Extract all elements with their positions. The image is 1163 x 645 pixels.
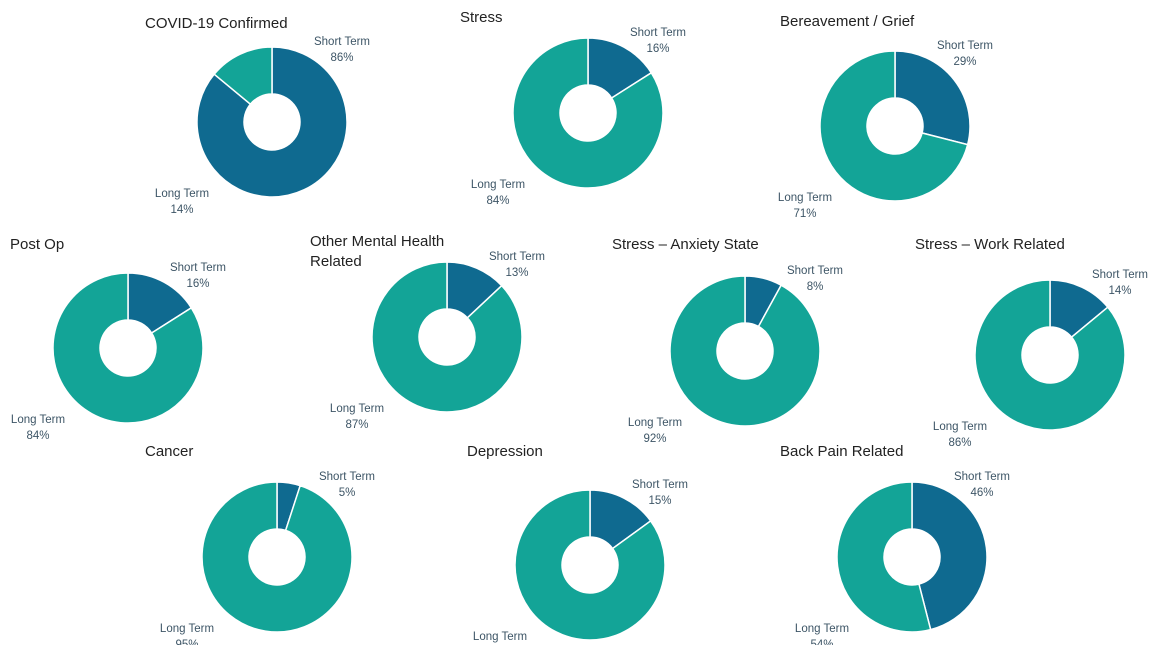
slice-value: 86%: [948, 437, 971, 449]
slice-value: 46%: [970, 487, 993, 499]
slice-value: 16%: [646, 43, 669, 55]
slice-value: 84%: [26, 430, 49, 442]
donut-slice: [974, 279, 1126, 431]
donut-slice: [371, 261, 523, 413]
slice-value: 5%: [339, 487, 356, 499]
slice-value: 8%: [807, 281, 824, 293]
slice-label: Long Term: [933, 421, 987, 433]
slice-label: Short Term: [170, 262, 226, 274]
donut-slice: [196, 46, 348, 198]
slice-value: 14%: [1108, 285, 1131, 297]
chart-title: Stress: [460, 9, 503, 26]
slice-value: 15%: [648, 495, 671, 507]
donut-slice: [894, 50, 971, 146]
chart-title: Bereavement / Grief: [780, 13, 915, 30]
donut-slice: [514, 489, 666, 641]
slice-label: Short Term: [937, 40, 993, 52]
chart-title: Stress – Work Related: [915, 236, 1065, 253]
donut-slice: [201, 481, 353, 633]
slice-value: 95%: [175, 639, 198, 645]
donut-slice: [819, 50, 969, 202]
slice-value: 92%: [643, 433, 666, 445]
slice-label: Short Term: [319, 471, 375, 483]
slice-value: 86%: [330, 52, 353, 64]
chart-title: Depression: [467, 443, 543, 460]
slice-label: Short Term: [630, 27, 686, 39]
slice-value: 29%: [953, 56, 976, 68]
slice-label: Long Term: [160, 623, 214, 635]
slice-value: 84%: [486, 195, 509, 207]
slice-label: Short Term: [954, 471, 1010, 483]
chart-title: Cancer: [145, 443, 193, 460]
slice-value: 54%: [810, 639, 833, 645]
slice-label: Long Term: [628, 417, 682, 429]
slice-label: Short Term: [489, 251, 545, 263]
chart-title: COVID-19 Confirmed: [145, 15, 288, 32]
slice-label: Short Term: [632, 479, 688, 491]
donut-slice: [52, 272, 204, 424]
slice-label: Long Term: [471, 179, 525, 191]
slice-label: Short Term: [314, 36, 370, 48]
slice-label: Long Term: [473, 631, 527, 643]
slice-label: Short Term: [787, 265, 843, 277]
slice-label: Long Term: [11, 414, 65, 426]
slice-value: 13%: [505, 267, 528, 279]
chart-title: Other Mental Health Related: [310, 233, 444, 270]
donut-slice: [911, 481, 988, 631]
slice-label: Long Term: [155, 188, 209, 200]
donut-slice: [836, 481, 932, 633]
slice-label: Long Term: [795, 623, 849, 635]
chart-title: Stress – Anxiety State: [612, 236, 759, 253]
donut-slice: [669, 275, 821, 427]
slice-value: 16%: [186, 278, 209, 290]
slice-value: 87%: [345, 419, 368, 431]
chart-title: Back Pain Related: [780, 443, 903, 460]
slice-value: 71%: [793, 208, 816, 220]
chart-title: Post Op: [10, 236, 64, 253]
slice-label: Long Term: [778, 192, 832, 204]
slice-label: Short Term: [1092, 269, 1148, 281]
slice-value: 14%: [170, 204, 193, 216]
donut-slice: [512, 37, 664, 189]
donut-slice: [213, 46, 273, 106]
slice-label: Long Term: [330, 403, 384, 415]
